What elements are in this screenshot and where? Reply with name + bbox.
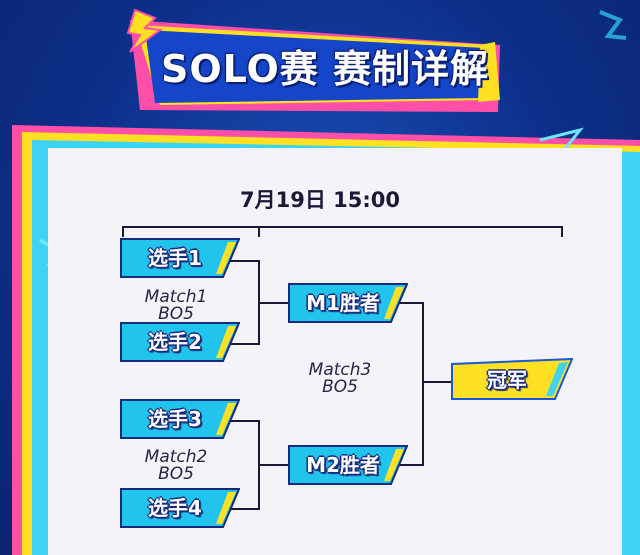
match2-label: Match2 BO5 — [121, 449, 231, 483]
player-slot-4: 选手4 — [120, 488, 240, 528]
match3-label: Match3 BO5 — [285, 362, 395, 396]
match-format: BO5 — [158, 304, 194, 324]
player-slot-3: 选手3 — [120, 399, 240, 439]
connector-line — [398, 464, 424, 466]
player-slot-2: 选手2 — [120, 322, 240, 362]
connector-line — [230, 260, 260, 262]
winner-slot-m1: M1胜者 — [288, 283, 408, 323]
connector-line — [258, 226, 260, 237]
player-slot-1: 选手1 — [120, 238, 240, 278]
connector-line — [422, 302, 424, 466]
winner-slot-m2: M2胜者 — [288, 445, 408, 485]
connector-line — [230, 420, 260, 422]
match-name: Match3 — [308, 360, 372, 380]
connector-line — [230, 508, 260, 510]
match-name: Match2 — [144, 447, 208, 467]
connector-line — [122, 226, 563, 228]
connector-line — [258, 302, 290, 304]
match-name: Match1 — [144, 287, 208, 307]
match-format: BO5 — [322, 377, 358, 397]
connector-line — [422, 381, 452, 383]
connector-line — [258, 464, 290, 466]
banner-decoration — [126, 8, 627, 112]
page-title: SOLO赛 赛制详解 — [160, 47, 490, 91]
connector-line — [122, 226, 124, 237]
connector-line — [561, 226, 563, 237]
match-format: BO5 — [158, 464, 194, 484]
match1-label: Match1 BO5 — [121, 289, 231, 323]
champion-slot: 冠军 — [451, 358, 573, 400]
schedule-time: 7月19日 15:00 — [240, 188, 400, 212]
connector-line — [398, 302, 424, 304]
connector-line — [230, 343, 260, 345]
